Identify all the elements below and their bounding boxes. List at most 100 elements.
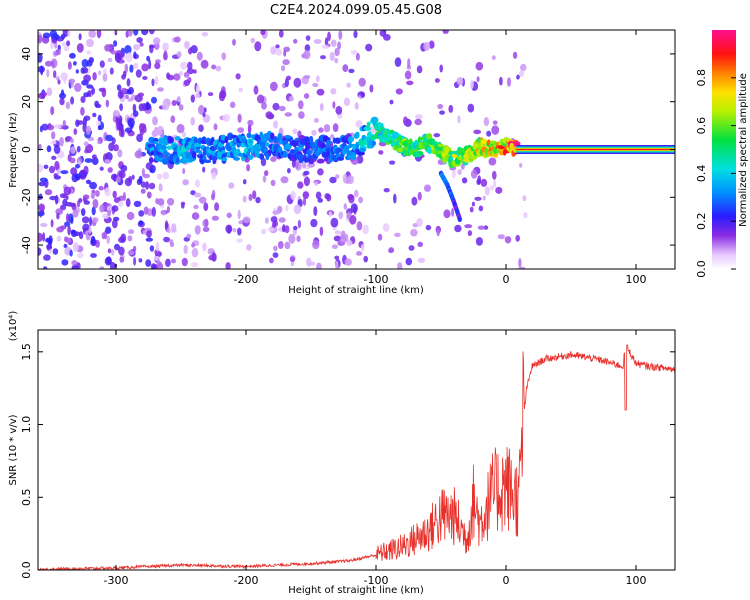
heatmap-cell: [395, 88, 403, 95]
figure-title: C2E4.2024.099.05.45.G08: [270, 3, 442, 18]
heatmap-cell: [483, 225, 489, 230]
heatmap-cell: [170, 115, 176, 123]
heatmap-cell: [110, 249, 115, 256]
heatmap-cell: [297, 153, 304, 161]
heatmap-cell: [44, 189, 53, 196]
heatmap-cell: [286, 75, 291, 81]
heatmap-cell: [134, 150, 143, 159]
heatmap-cell: [277, 241, 284, 249]
snr-panel: -300 -200 -100 0 100 0.0 0.5 1.0 1.5 Height of s…: [8, 311, 676, 596]
heatmap-cell: [174, 36, 181, 43]
heatmap-cell: [204, 218, 209, 227]
heatmap-cell: [342, 64, 349, 72]
heatmap-cell: [146, 230, 152, 238]
heatmap-cell: [175, 157, 180, 164]
heatmap-cell: [90, 192, 95, 200]
heatmap-cell: [142, 76, 148, 80]
heatmap-cell: [90, 253, 97, 258]
heatmap-cell: [167, 227, 171, 234]
heatmap-cell: [162, 171, 170, 180]
heatmap-cell: [454, 224, 462, 233]
heatmap-cell: [236, 238, 243, 243]
snr-line-layer: [38, 344, 675, 570]
heatmap-cell: [171, 100, 177, 106]
heatmap-cell: [101, 87, 107, 98]
heatmap-cell: [50, 41, 54, 49]
heatmap-cell: [340, 234, 347, 244]
heatmap-cell: [46, 145, 52, 153]
heatmap-cell: [112, 205, 119, 212]
heatmap-cell: [155, 198, 159, 205]
heatmap-cell: [191, 242, 196, 248]
heatmap-cell: [475, 237, 483, 246]
heatmap-cell: [256, 94, 265, 104]
heatmap-cell: [156, 262, 164, 269]
heatmap-cell: [73, 128, 78, 136]
heatmap-cell: [148, 157, 154, 164]
heatmap-cell: [166, 205, 170, 214]
heatmap-cell: [190, 45, 198, 54]
heatmap-cell: [60, 204, 67, 211]
heatmap-cell: [334, 137, 342, 144]
heatmap-cell: [302, 191, 309, 200]
heatmap-cell: [118, 170, 126, 179]
heatmap-cell: [61, 125, 69, 130]
heatmap-cell: [71, 260, 78, 266]
heatmap-cell: [107, 167, 113, 173]
heatmap-cell: [57, 48, 61, 56]
heatmap-cell: [157, 198, 165, 206]
heatmap-cell: [62, 193, 67, 199]
heatmap-cell: [95, 103, 102, 109]
heatmap-cell: [272, 102, 280, 111]
heatmap-cell: [337, 41, 342, 50]
heatmap-cell: [478, 205, 484, 212]
heatmap-cell: [382, 223, 390, 232]
heatmap-cell: [82, 122, 87, 133]
heatmap-cell: [211, 171, 216, 180]
heatmap-cell: [176, 123, 185, 134]
heatmap-cell: [289, 256, 296, 263]
colorbar-tick-label: 0.0: [695, 260, 708, 278]
heatmap-cell: [293, 38, 298, 44]
heatmap-cell: [133, 30, 139, 36]
heatmap-cell: [163, 236, 171, 243]
heatmap-cell: [415, 114, 423, 120]
heatmap-cell: [85, 179, 92, 185]
heatmap-cell: [355, 131, 360, 136]
heatmap-cell: [38, 247, 42, 256]
heatmap-cell: [343, 97, 351, 107]
heatmap-cell: [70, 138, 74, 144]
heatmap-cell: [60, 72, 68, 81]
heatmap-cell: [265, 217, 269, 224]
heatmap-cell: [414, 118, 423, 126]
heatmap-cell: [163, 50, 168, 59]
heatmap-cell: [515, 234, 520, 242]
heatmap-cell: [270, 156, 277, 163]
heatmap-cell: [89, 216, 93, 227]
heatmap-cell: [293, 204, 302, 215]
heatmap-cell: [48, 235, 53, 245]
heatmap-cell: [246, 164, 251, 172]
heatmap-cell: [221, 157, 228, 162]
heatmap-cell: [145, 162, 153, 170]
heatmap-cell: [237, 209, 241, 220]
heatmap-cell: [303, 93, 310, 99]
heatmap-cell: [63, 45, 70, 52]
heatmap-cell: [105, 99, 110, 108]
snr-ticks: -300 -200 -100 0 100 0.0 0.5 1.0 1.5: [20, 330, 675, 587]
heatmap-cell: [76, 145, 81, 153]
heatmap-cell: [232, 38, 236, 46]
heatmap-cell: [434, 78, 440, 83]
heatmap-cell: [482, 195, 486, 201]
heatmap-cell: [53, 145, 61, 154]
heatmap-cell: [238, 87, 243, 93]
heatmap-cell: [133, 62, 139, 69]
heatmap-cell: [89, 181, 98, 190]
heatmap-cell: [56, 226, 64, 233]
snr-xlabel: Height of straight line (km): [288, 585, 424, 596]
heatmap-cell: [171, 258, 176, 264]
heatmap-cell: [80, 170, 88, 178]
heatmap-cell: [118, 118, 123, 126]
heatmap-cell: [88, 30, 97, 38]
heatmap-cell: [290, 261, 295, 267]
